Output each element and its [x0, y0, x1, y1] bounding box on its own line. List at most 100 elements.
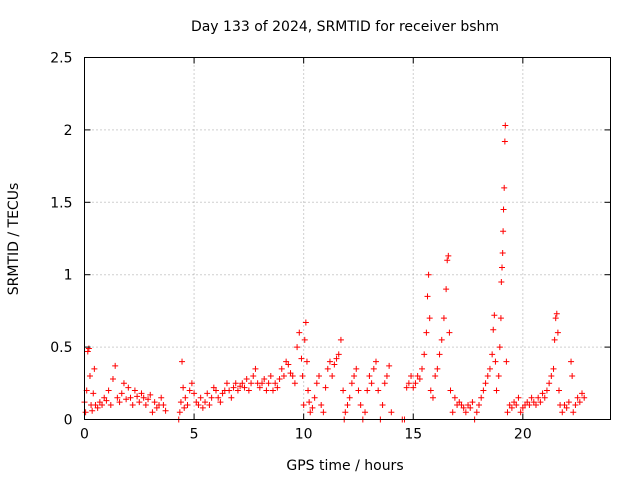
data-point: [424, 293, 431, 300]
data-point: [223, 380, 230, 387]
data-point: [151, 399, 158, 406]
data-point: [502, 122, 509, 129]
data-point: [368, 380, 375, 387]
data-point: [500, 228, 507, 235]
data-point: [426, 315, 433, 322]
data-point: [553, 310, 560, 317]
data-point: [581, 394, 588, 401]
data-point: [217, 399, 224, 406]
data-point: [500, 206, 507, 213]
data-point: [158, 394, 165, 401]
x-tick-label: 0: [80, 427, 89, 443]
data-point: [403, 384, 410, 391]
data-point: [405, 380, 412, 387]
data-point: [383, 373, 390, 380]
data-point: [182, 394, 189, 401]
data-point: [574, 394, 581, 401]
plot-frame: [84, 57, 611, 420]
data-point: [408, 373, 415, 380]
x-axis-label: GPS time / hours: [286, 458, 403, 474]
data-point: [499, 264, 506, 271]
data-point: [250, 373, 257, 380]
data-point: [107, 402, 114, 409]
data-point: [550, 365, 557, 372]
data-point: [208, 394, 215, 401]
data-point: [136, 399, 143, 406]
data-point: [532, 402, 539, 409]
data-point: [322, 384, 329, 391]
y-tick-label: 2: [64, 123, 73, 139]
data-point: [197, 394, 204, 401]
y-axis-label: SRMTID / TECUs: [6, 183, 22, 296]
data-point: [191, 390, 198, 397]
data-point: [131, 387, 138, 394]
data-point: [451, 394, 458, 401]
data-point: [289, 373, 296, 380]
data-point: [526, 402, 533, 409]
data-point: [372, 358, 379, 365]
data-point: [129, 402, 136, 409]
data-point: [186, 387, 193, 394]
data-point: [554, 329, 561, 336]
data-point: [427, 387, 434, 394]
data-point: [499, 249, 506, 256]
data-point: [501, 138, 508, 145]
data-point: [123, 396, 130, 403]
data-point: [94, 404, 101, 411]
data-point: [528, 394, 535, 401]
data-point: [89, 407, 96, 414]
data-point: [537, 399, 544, 406]
data-point: [239, 380, 246, 387]
data-point: [467, 404, 474, 411]
y-tick-label: 1.5: [50, 195, 72, 211]
chart-title: Day 133 of 2024, SRMTID for receiver bsh…: [191, 19, 499, 35]
data-point: [493, 387, 500, 394]
data-point: [248, 380, 255, 387]
data-point: [366, 373, 373, 380]
data-point: [539, 390, 546, 397]
data-point: [447, 387, 454, 394]
data-point: [177, 399, 184, 406]
data-point: [355, 387, 362, 394]
data-point: [337, 336, 344, 343]
data-point: [256, 384, 263, 391]
data-point: [285, 361, 292, 368]
data-point: [490, 326, 497, 333]
data-point: [140, 394, 147, 401]
data-point: [299, 373, 306, 380]
data-point: [162, 407, 169, 414]
data-point: [484, 373, 491, 380]
x-tick-label: 20: [514, 427, 532, 443]
data-point: [579, 390, 586, 397]
data-point: [86, 373, 93, 380]
data-point: [541, 394, 548, 401]
data-point: [232, 380, 239, 387]
data-point: [432, 373, 439, 380]
data-point: [386, 362, 393, 369]
data-points: [81, 122, 588, 423]
data-point: [513, 402, 520, 409]
data-point: [118, 390, 125, 397]
data-point: [425, 271, 432, 278]
data-point: [199, 404, 206, 411]
data-point: [568, 358, 575, 365]
data-point: [515, 394, 522, 401]
data-point: [300, 402, 307, 409]
data-point: [215, 394, 222, 401]
data-point: [195, 402, 202, 409]
data-point: [498, 278, 505, 285]
data-point: [265, 380, 272, 387]
data-point: [486, 365, 493, 372]
data-point: [388, 409, 395, 416]
data-point: [116, 399, 123, 406]
data-point: [497, 315, 504, 322]
data-point: [429, 394, 436, 401]
data-point: [84, 348, 91, 355]
data-point: [492, 358, 499, 365]
data-point: [303, 358, 310, 365]
data-point: [342, 409, 349, 416]
data-point: [318, 402, 325, 409]
data-point: [444, 257, 451, 264]
data-point: [353, 365, 360, 372]
data-point: [333, 355, 340, 362]
